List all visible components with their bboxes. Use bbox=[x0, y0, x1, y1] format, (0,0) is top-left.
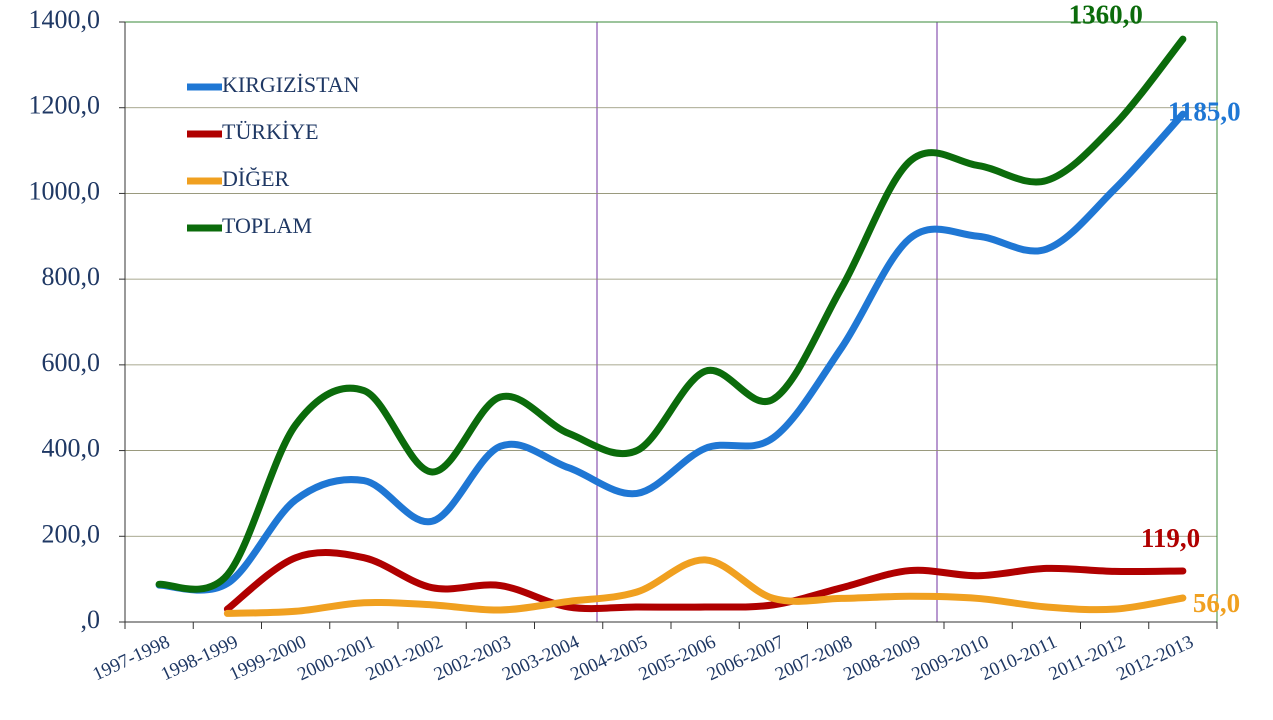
x-tick-label: 2008-2009 bbox=[840, 631, 923, 685]
series-line bbox=[223, 549, 1187, 613]
y-tick-label: ,0 bbox=[81, 605, 101, 634]
x-tick-label: 2004-2005 bbox=[567, 631, 650, 685]
y-tick-label: 200,0 bbox=[42, 519, 101, 548]
y-tick-label: 400,0 bbox=[42, 434, 101, 463]
legend-label: TOPLAM bbox=[222, 213, 312, 238]
value-label: 1360,0 bbox=[1069, 0, 1143, 29]
x-tick-label: 2000-2001 bbox=[294, 631, 377, 685]
y-tick-label: 1000,0 bbox=[29, 176, 101, 205]
x-tick-label: 2011-2012 bbox=[1046, 631, 1129, 685]
series-line bbox=[223, 556, 1187, 617]
y-tick-label: 1400,0 bbox=[29, 5, 101, 34]
series-line bbox=[155, 35, 1187, 593]
x-tick-label: 1997-1998 bbox=[90, 631, 173, 685]
x-tick-label: 1998-1999 bbox=[158, 631, 241, 685]
x-tick-label: 2001-2002 bbox=[363, 631, 446, 685]
x-tick-label: 1999-2000 bbox=[226, 631, 309, 685]
x-tick-label: 2009-2010 bbox=[909, 631, 992, 685]
value-label: 119,0 bbox=[1141, 523, 1200, 553]
value-label: 1185,0 bbox=[1168, 96, 1241, 126]
x-tick-label: 2012-2013 bbox=[1113, 631, 1196, 685]
legend-label: KIRGIZİSTAN bbox=[222, 72, 360, 97]
x-tick-label: 2003-2004 bbox=[499, 631, 583, 685]
x-tick-label: 2010-2011 bbox=[977, 631, 1060, 685]
y-tick-label: 800,0 bbox=[42, 262, 101, 291]
x-tick-label: 2005-2006 bbox=[636, 631, 719, 685]
x-tick-label: 2002-2003 bbox=[431, 631, 514, 685]
legend-label: TÜRKİYE bbox=[222, 119, 319, 144]
y-tick-label: 600,0 bbox=[42, 348, 101, 377]
x-tick-label: 2007-2008 bbox=[772, 631, 855, 685]
x-tick-label: 2006-2007 bbox=[704, 631, 787, 685]
legend-label: DİĞER bbox=[222, 166, 290, 191]
series-line bbox=[155, 110, 1187, 594]
value-label: 56,0 bbox=[1193, 588, 1240, 618]
y-tick-label: 1200,0 bbox=[29, 91, 101, 120]
